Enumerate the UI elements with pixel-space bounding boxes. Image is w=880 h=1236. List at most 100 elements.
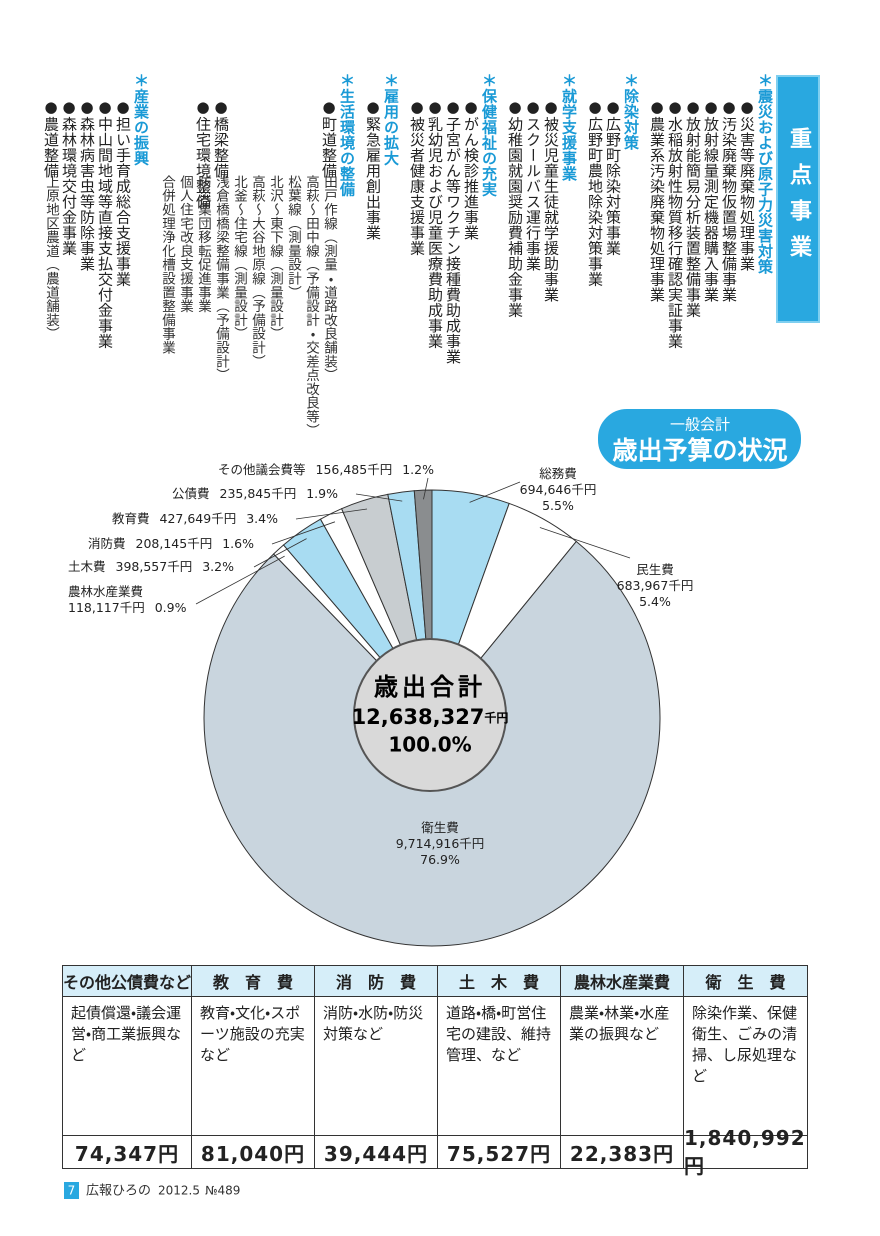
text-column: ●中山間地域等直接支払交付金事業 <box>96 73 114 453</box>
table-description: 除染作業、保健衛生、ごみの清掃、し尿処理など <box>692 1004 798 1085</box>
slice-label: 農林水産業費 <box>68 584 143 599</box>
leader-line <box>469 481 521 503</box>
list-item: ●水稲放射性物質移行確認実証事業 <box>666 98 684 349</box>
list-item: ●中山間地域等直接支払交付金事業 <box>96 98 114 349</box>
table-description: 道路・橋・町営住宅の建設、維持管理、など <box>438 997 561 1135</box>
list-item: ●橋梁整備 <box>212 98 230 179</box>
slice-label-line: 農林水産業費 <box>68 584 143 599</box>
slice-percent-label: 3.4% <box>246 511 278 526</box>
text-column: 北釜～住宅線（測量設計） <box>230 73 248 453</box>
list-detail: 松葉線（測量設計） <box>285 175 301 300</box>
text-column: ●放射能簡易分析装置整備事業 <box>684 73 702 453</box>
text-column: ●町道整備 田戸作線（測量・道路改良舗装） <box>320 73 338 453</box>
table-amount: 1,840,992円 <box>684 1125 807 1178</box>
slice-value-label: 694,646千円 <box>520 482 597 497</box>
center-total-value: 12,638,327 <box>352 705 485 729</box>
text-column: ●農業系汚染廃棄物処理事業 <box>648 73 666 453</box>
center-total: 12,638,327千円 <box>352 705 509 729</box>
section-heading: ＊雇用の拡大 <box>382 73 400 166</box>
center-total-unit: 千円 <box>484 710 508 725</box>
list-item: ●農道整備 <box>42 98 60 179</box>
text-column: ＊保健福祉の充実 <box>480 73 498 453</box>
slice-value-label: 9,714,916千円 <box>396 836 485 851</box>
list-item: ●乳幼児および児童医療費助成事業 <box>426 98 444 349</box>
text-column: ●広野町農地除染対策事業 <box>586 73 604 453</box>
text-column: 合併処理浄化槽設置整備事業 <box>158 73 176 453</box>
text-column: ＊生活環境の整備 <box>338 73 356 453</box>
priority-list: ＊震災および原子力災害対策 ●災害等廃棄物処理事業 ●汚染廃棄物仮置場整備事業 ●放射… <box>42 73 774 453</box>
slice-label: 民生費 <box>636 562 674 577</box>
footer-issue: 2012.5 <box>158 1184 200 1198</box>
table-header: 消 防 費 <box>315 966 438 997</box>
section-header: 重点事業 <box>776 75 820 323</box>
list-item: ●被災者健康支援事業 <box>408 98 426 256</box>
table-amount: 81,040円 <box>192 1135 315 1168</box>
page-number: 7 <box>68 1184 76 1198</box>
list-detail: 高萩～大谷地原線（予備設計） <box>249 175 265 369</box>
text-column: ●被災児童生徒就学援助事業 <box>542 73 560 453</box>
table-description: 消防・水防・防災対策など <box>315 997 438 1135</box>
slice-value-label: 235,845千円 <box>220 486 297 501</box>
slice-value-label: 118,117千円 <box>68 600 145 615</box>
table-header: その他公債費など <box>63 966 193 997</box>
slice-label-line: 118,117千円 0.9% <box>68 600 187 615</box>
slice-label: 消防費 <box>88 536 126 551</box>
list-item: ●住宅環境整備 <box>194 98 212 210</box>
section-heading: ＊産業の振興 <box>132 73 150 166</box>
slice-percent-label: 0.9% <box>155 600 187 615</box>
section-heading: ＊就学支援事業 <box>560 73 578 182</box>
list-detail: 北沢～東下線（測量設計） <box>267 175 283 341</box>
slice-label-line: 公債費 235,845千円 1.9% <box>172 486 338 501</box>
text-column: ●橋梁整備 浅倉橋橋梁整備事業（予備設計） <box>212 73 230 453</box>
text-column: ●汚染廃棄物仮置場整備事業 <box>720 73 738 453</box>
leader-line <box>195 555 285 605</box>
table-amount: 22,383円 <box>561 1135 684 1168</box>
slice-percent-label: 1.6% <box>222 536 254 551</box>
text-column: ●スクールバス運行事業 <box>524 73 542 453</box>
leader-line <box>253 538 307 568</box>
slice-label-line: 土木費 398,557千円 3.2% <box>68 559 234 574</box>
slice-label: 土木費 <box>68 559 106 574</box>
text-column: ●森林病害虫等防除事業 <box>78 73 96 453</box>
text-column: ＊雇用の拡大 <box>382 73 400 453</box>
text-column: ●乳幼児および児童医療費助成事業 <box>426 73 444 453</box>
slice-label: その他議会費等 <box>218 462 306 477</box>
section-heading: ＊生活環境の整備 <box>338 73 356 197</box>
table-header: 教 育 費 <box>192 966 315 997</box>
table-header: 農林水産業費 <box>561 966 684 997</box>
text-column: 個人住宅改良支援事業 <box>176 73 194 453</box>
chart-title: 歳出予算の状況 <box>612 436 787 465</box>
slice-percent-label: 5.4% <box>639 594 671 609</box>
table-amount: 74,347円 <box>63 1135 193 1168</box>
slice-percent-label: 5.5% <box>542 498 574 513</box>
chart-subtitle: 一般会計 <box>670 416 730 434</box>
text-column: ●水稲放射性物質移行確認実証事業 <box>666 73 684 453</box>
slice-percent-label: 1.9% <box>306 486 338 501</box>
leader-line <box>355 493 403 502</box>
slice-value-label: 208,145千円 <box>136 536 213 551</box>
leader-line <box>423 477 429 500</box>
list-item: ●農業系汚染廃棄物処理事業 <box>648 98 666 303</box>
list-item: ●町道整備 <box>320 98 338 179</box>
text-column: ●広野町除染対策事業 <box>604 73 622 453</box>
leader-line <box>271 521 336 545</box>
slice-percent-label: 3.2% <box>202 559 234 574</box>
list-item: ●広野町除染対策事業 <box>604 98 622 256</box>
slice-label-line: 694,646千円 <box>520 482 597 497</box>
table-amount: 39,444円 <box>315 1135 438 1168</box>
expense-table: その他公債費など教 育 費消 防 費土 木 費農林水産業費衛 生 費起債償還・議… <box>62 965 808 1178</box>
slice-value-label: 427,649千円 <box>160 511 237 526</box>
section-heading: ＊保健福祉の充実 <box>480 73 498 197</box>
list-item: ●森林環境交付金事業 <box>60 98 78 256</box>
table-amount: 75,527円 <box>438 1135 561 1168</box>
table-description: 起債償還・議会運営・商工業振興など <box>63 997 193 1135</box>
list-item: ●放射線量測定機器購入事業 <box>702 98 720 303</box>
slice-label-line: 683,967千円 <box>617 578 694 593</box>
slice-label-line: その他議会費等 156,485千円 1.2% <box>218 462 434 477</box>
footer-publication: 広報ひろの <box>86 1184 151 1199</box>
list-detail: 防災集団移転促進事業 <box>195 175 211 313</box>
list-detail: 合併処理浄化槽設置整備事業 <box>159 175 175 355</box>
list-item: ●森林病害虫等防除事業 <box>78 98 96 272</box>
center-percent: 100.0% <box>388 733 471 757</box>
leader-line <box>295 508 368 520</box>
